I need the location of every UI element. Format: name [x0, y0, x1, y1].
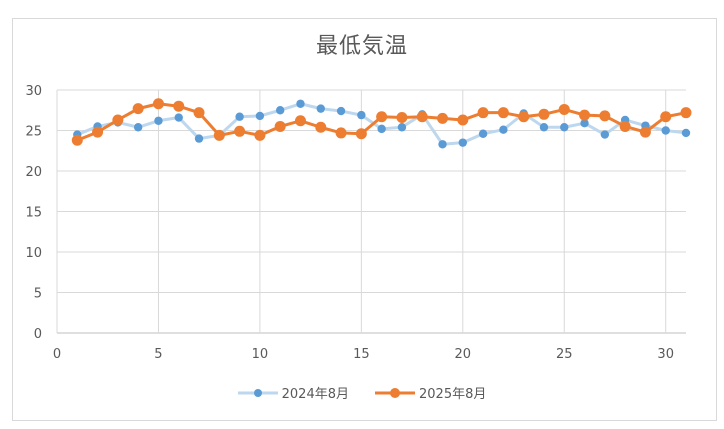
x-tick-label: 20: [455, 347, 472, 362]
legend-item-2024[interactable]: 2024年8月: [237, 383, 349, 402]
data-point[interactable]: [600, 130, 610, 139]
data-point[interactable]: [639, 126, 651, 138]
data-point[interactable]: [660, 111, 672, 123]
data-point[interactable]: [580, 119, 589, 128]
data-point[interactable]: [316, 104, 325, 113]
legend-label-2025: 2025年8月: [419, 387, 487, 402]
y-tick-label: 15: [25, 206, 42, 221]
data-point[interactable]: [315, 121, 327, 133]
x-tick-label: 25: [556, 347, 573, 362]
data-point[interactable]: [539, 123, 549, 132]
data-point[interactable]: [133, 123, 143, 132]
data-point[interactable]: [112, 114, 124, 126]
data-point[interactable]: [234, 125, 246, 137]
data-point[interactable]: [558, 103, 570, 115]
data-point[interactable]: [154, 116, 163, 125]
legend: 2024年8月 2025年8月: [0, 383, 724, 402]
legend-label-2024: 2024年8月: [281, 387, 349, 402]
data-point[interactable]: [193, 107, 205, 119]
data-point[interactable]: [376, 111, 388, 123]
data-point[interactable]: [499, 125, 508, 134]
data-point[interactable]: [355, 128, 367, 140]
data-point[interactable]: [335, 127, 347, 139]
data-point[interactable]: [92, 126, 104, 138]
data-point[interactable]: [254, 129, 266, 141]
data-point[interactable]: [458, 138, 468, 147]
data-point[interactable]: [457, 114, 469, 126]
data-point[interactable]: [194, 134, 204, 143]
data-point[interactable]: [132, 103, 144, 115]
y-tick-label: 30: [25, 84, 42, 99]
x-tick-label: 15: [353, 347, 370, 362]
data-point[interactable]: [680, 107, 692, 119]
chart-title: 最低気温: [315, 34, 408, 59]
data-point[interactable]: [397, 123, 407, 132]
data-point[interactable]: [255, 111, 265, 121]
legend-marker-2024-icon: [237, 388, 278, 397]
data-point[interactable]: [538, 108, 550, 120]
data-point[interactable]: [357, 110, 366, 120]
data-point[interactable]: [296, 99, 305, 108]
x-tick-label: 30: [657, 347, 674, 362]
data-point[interactable]: [681, 128, 691, 138]
data-point[interactable]: [71, 134, 83, 146]
y-tick-label: 5: [34, 287, 42, 302]
data-point[interactable]: [213, 129, 225, 141]
data-point[interactable]: [477, 107, 489, 119]
y-tick-label: 10: [25, 246, 42, 261]
data-point[interactable]: [275, 106, 285, 115]
data-point[interactable]: [661, 126, 670, 135]
data-point[interactable]: [437, 112, 449, 124]
data-point[interactable]: [579, 109, 591, 121]
data-point[interactable]: [274, 120, 286, 132]
data-point[interactable]: [438, 140, 447, 149]
x-tick-label: 5: [154, 347, 162, 362]
x-axis-ticks: 0 5 10 15 20 25 30: [53, 347, 674, 362]
x-tick-label: 10: [252, 347, 269, 362]
data-point[interactable]: [235, 112, 244, 121]
x-tick-label: 0: [53, 347, 61, 362]
data-point[interactable]: [497, 107, 509, 119]
y-tick-label: 20: [25, 165, 42, 180]
data-point[interactable]: [174, 113, 183, 122]
data-point[interactable]: [518, 111, 530, 123]
y-axis-ticks: 0 5 10 15 20 25 30: [25, 84, 42, 342]
series-0: [73, 99, 691, 149]
legend-item-2025[interactable]: 2025年8月: [375, 383, 486, 402]
data-point[interactable]: [560, 123, 569, 132]
data-point[interactable]: [294, 115, 306, 127]
data-point[interactable]: [619, 120, 631, 132]
chart-area: [12, 18, 717, 421]
data-point[interactable]: [599, 110, 611, 122]
data-point[interactable]: [152, 98, 164, 110]
y-tick-label: 0: [34, 327, 42, 342]
series-1: [71, 98, 692, 146]
legend-marker-2025-icon: [375, 387, 415, 398]
data-series: [71, 98, 692, 149]
data-point[interactable]: [396, 112, 408, 124]
data-point[interactable]: [377, 124, 386, 134]
y-tick-label: 25: [25, 125, 42, 140]
data-point[interactable]: [478, 129, 488, 138]
data-point[interactable]: [336, 106, 346, 116]
data-point[interactable]: [173, 100, 185, 112]
data-point[interactable]: [416, 111, 428, 123]
